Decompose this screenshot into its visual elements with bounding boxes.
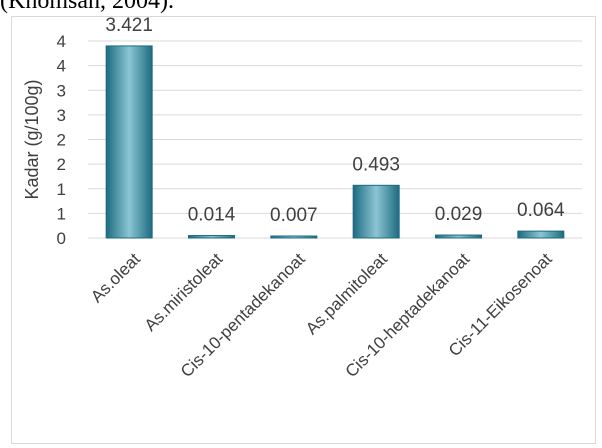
bar — [270, 235, 318, 239]
y-tick-label: 0 — [57, 229, 66, 248]
data-label: 3.421 — [105, 17, 153, 36]
bar — [105, 45, 153, 239]
bars — [105, 45, 565, 239]
caption-text: (Khomsah, 2004). — [0, 0, 174, 14]
data-label: 0.029 — [435, 204, 483, 225]
y-tick-label: 4 — [57, 57, 66, 76]
category-label: As.palmitoleat — [302, 249, 391, 338]
data-label: 0.064 — [517, 200, 565, 221]
bar — [188, 235, 235, 239]
y-axis-ticks: 0 1 1 2 2 3 3 4 4 — [57, 32, 66, 248]
y-tick-label: 2 — [57, 131, 66, 150]
category-label: As.oleat — [87, 249, 144, 306]
bar — [517, 230, 565, 239]
gridlines — [88, 40, 582, 239]
y-axis-title: Kadar (g/100g) — [22, 79, 42, 199]
category-label: As.miristoleat — [141, 249, 227, 335]
y-tick-label: 1 — [57, 180, 66, 199]
y-tick-label: 3 — [57, 81, 66, 100]
x-axis-categories: As.oleatAs.miristoleatCis-10-pentadekano… — [87, 249, 556, 381]
data-label: 0.493 — [352, 154, 400, 175]
y-tick-label: 2 — [57, 155, 66, 174]
chart-area: 0 1 1 2 2 3 3 4 4 3.421 0.014 0.007 0.493 0.029 0.064… — [11, 16, 596, 444]
bar — [435, 234, 482, 239]
bar — [352, 184, 400, 239]
data-label: 0.007 — [270, 205, 318, 226]
y-tick-label: 1 — [57, 204, 66, 223]
data-label: 0.014 — [188, 205, 236, 226]
y-tick-label: 4 — [57, 32, 66, 51]
bar-chart: 0 1 1 2 2 3 3 4 4 3.421 0.014 0.007 0.493 0.029 0.064… — [22, 17, 582, 381]
data-labels: 3.421 0.014 0.007 0.493 0.029 0.064 — [105, 17, 565, 226]
y-tick-label: 3 — [57, 106, 66, 125]
